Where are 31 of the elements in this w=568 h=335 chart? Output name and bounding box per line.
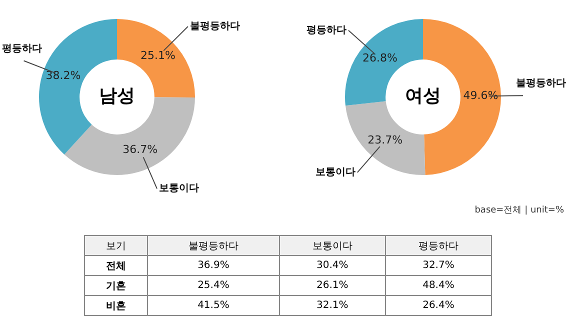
text: 여성	[405, 86, 441, 107]
slice-label: 보통이다	[315, 167, 356, 178]
data-label: 23.7%	[368, 133, 403, 146]
slice-label: 평등하다	[306, 24, 346, 36]
y-tick-label: 비혼	[84, 296, 148, 316]
data-label: 26.8%	[362, 51, 398, 64]
text: 남성	[99, 86, 135, 107]
slice-label: 불평등하다	[516, 78, 566, 90]
data-label: 26.1%	[279, 276, 386, 296]
data-label: 36.7%	[122, 142, 158, 156]
x-tick-label: 평등하다	[385, 236, 492, 256]
text: base=전체 | unit=%	[474, 205, 564, 216]
y-tick-label: 전체	[84, 256, 148, 276]
data-label: 41.5%	[148, 296, 280, 316]
slice-label: 불평등하다	[190, 21, 240, 32]
x-tick-label: 보통이다	[279, 236, 386, 256]
data-label: 36.9%	[148, 256, 280, 276]
y-axis-title: 보기	[84, 236, 148, 256]
slice-label: 평등하다	[2, 43, 42, 54]
data-label: 26.4%	[385, 296, 492, 316]
slice-label: 보통이다	[159, 183, 200, 194]
y-tick-label: 기혼	[84, 276, 148, 296]
data-label: 25.1%	[140, 49, 176, 62]
x-tick-label: 불평등하다	[148, 236, 280, 256]
data-label: 25.4%	[148, 276, 280, 296]
data-label: 32.7%	[385, 256, 492, 276]
data-label: 48.4%	[385, 276, 492, 296]
data-label: 38.2%	[46, 68, 81, 82]
data-label: 32.1%	[279, 296, 386, 316]
data-label: 30.4%	[279, 256, 386, 276]
data-label: 49.6%	[463, 89, 498, 102]
